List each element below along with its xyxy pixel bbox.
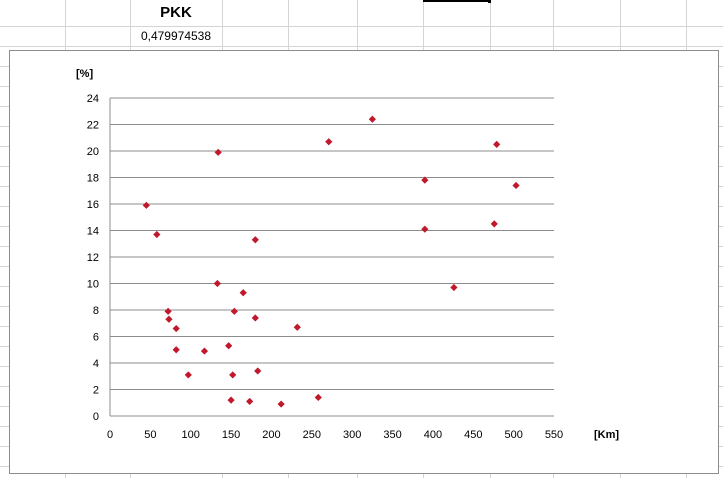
data-point-marker[interactable] bbox=[172, 346, 180, 354]
y-tick-label: 14 bbox=[87, 226, 99, 238]
data-point-marker[interactable] bbox=[239, 289, 247, 297]
x-tick-label: 150 bbox=[222, 429, 240, 441]
x-axis-label: [Km] bbox=[594, 429, 619, 441]
y-tick-label: 24 bbox=[87, 93, 99, 105]
y-tick-label: 8 bbox=[93, 305, 99, 317]
x-tick-label: 550 bbox=[545, 429, 563, 441]
y-axis-label: [%] bbox=[76, 68, 93, 80]
data-point-marker[interactable] bbox=[214, 148, 222, 156]
value-cell[interactable]: 0,479974538 bbox=[140, 29, 212, 43]
x-tick-label: 450 bbox=[464, 429, 482, 441]
data-point-marker[interactable] bbox=[225, 342, 233, 350]
data-point-marker[interactable] bbox=[227, 396, 235, 404]
y-tick-label: 12 bbox=[87, 252, 99, 264]
data-point-marker[interactable] bbox=[142, 201, 150, 209]
x-tick-label: 100 bbox=[182, 429, 200, 441]
header-cell-pkk[interactable]: PKK bbox=[160, 4, 192, 21]
x-tick-label: 500 bbox=[504, 429, 522, 441]
chart-gridlines bbox=[109, 97, 554, 417]
y-tick-label: 2 bbox=[93, 385, 99, 397]
data-point-marker[interactable] bbox=[246, 397, 254, 406]
data-point-marker[interactable] bbox=[421, 176, 429, 184]
x-tick-label: 50 bbox=[144, 429, 156, 441]
data-point-marker[interactable] bbox=[172, 324, 180, 333]
fill-handle[interactable] bbox=[488, 0, 491, 3]
data-point-marker[interactable] bbox=[293, 323, 301, 331]
data-point-marker[interactable] bbox=[254, 367, 262, 375]
y-tick-label: 16 bbox=[87, 199, 99, 211]
data-point-marker[interactable] bbox=[512, 181, 520, 190]
data-point-marker[interactable] bbox=[490, 220, 498, 228]
data-point-marker[interactable] bbox=[165, 315, 173, 323]
data-point-marker[interactable] bbox=[368, 115, 376, 123]
data-point-marker[interactable] bbox=[314, 393, 322, 402]
y-tick-label: 18 bbox=[87, 173, 99, 185]
x-tick-label: 350 bbox=[383, 429, 401, 441]
y-tick-label: 10 bbox=[87, 279, 99, 291]
x-tick-label: 0 bbox=[107, 429, 113, 441]
x-tick-label: 300 bbox=[343, 429, 361, 441]
y-tick-label: 6 bbox=[93, 332, 99, 344]
data-point-marker[interactable] bbox=[213, 279, 221, 288]
data-point-marker[interactable] bbox=[277, 400, 285, 408]
data-point-marker[interactable] bbox=[493, 140, 501, 148]
data-point-marker[interactable] bbox=[153, 230, 161, 239]
data-point-marker[interactable] bbox=[164, 307, 172, 315]
x-axis-tick-labels: 0 50 100 150 200 250 300 350 400 450 500 550 bbox=[107, 429, 563, 441]
y-tick-label: 22 bbox=[87, 120, 99, 132]
data-point-marker[interactable] bbox=[184, 371, 192, 379]
x-tick-label: 250 bbox=[303, 429, 321, 441]
y-tick-label: 20 bbox=[87, 146, 99, 158]
data-point-marker[interactable] bbox=[229, 371, 237, 379]
data-point-marker[interactable] bbox=[325, 138, 333, 146]
selected-cell-border bbox=[423, 0, 490, 2]
x-tick-label: 400 bbox=[424, 429, 442, 441]
data-point-marker[interactable] bbox=[421, 225, 429, 233]
chart-area[interactable]: 0 2 4 6 8 10 12 14 16 18 20 22 24 0 50 100 150 200 250 300… bbox=[9, 50, 719, 474]
y-tick-label: 0 bbox=[93, 411, 99, 423]
y-tick-label: 4 bbox=[93, 358, 99, 370]
data-point-marker[interactable] bbox=[251, 236, 259, 244]
data-point-marker[interactable] bbox=[450, 283, 458, 292]
data-point-marker[interactable] bbox=[200, 347, 209, 355]
data-point-marker[interactable] bbox=[251, 314, 259, 322]
x-tick-label: 200 bbox=[262, 429, 280, 441]
data-points bbox=[142, 115, 520, 408]
data-point-marker[interactable] bbox=[230, 307, 238, 315]
